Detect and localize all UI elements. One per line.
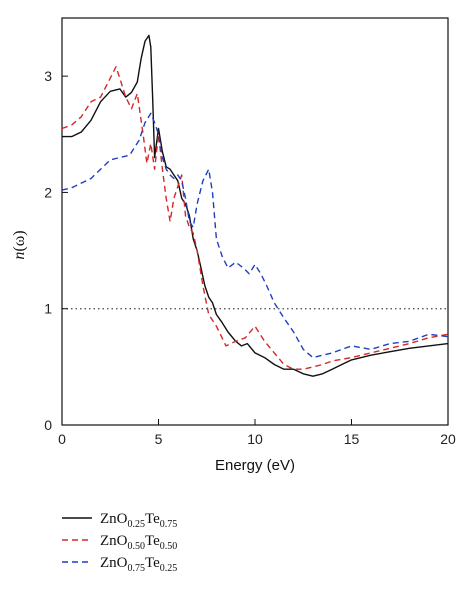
legend-formula-part: ZnO — [100, 511, 128, 527]
legend-subscript: 0.50 — [160, 541, 178, 552]
x-tick-label: 5 — [155, 431, 163, 447]
legend-subscript: 0.25 — [160, 563, 178, 574]
y-tick-label: 2 — [44, 184, 52, 200]
y-axis-label-main: n — [11, 252, 28, 260]
legend-formula-part: Te — [145, 533, 160, 549]
legend-formula-part: ZnO — [100, 555, 128, 571]
legend-subscript: 0.75 — [128, 563, 146, 574]
legend-formula-part: Te — [145, 511, 160, 527]
legend-formula-part: Te — [145, 555, 160, 571]
y-tick-label: 1 — [44, 301, 52, 317]
x-tick-label: 20 — [440, 431, 456, 447]
legend-entry-1: ZnO0.25Te0.75 — [100, 511, 177, 530]
series-line-1 — [62, 34, 449, 377]
legend-subscript: 0.75 — [160, 519, 178, 530]
axis-ticks: 0 5 10 15 20 0 1 2 3 — [44, 68, 456, 447]
plot-frame — [61, 17, 449, 426]
x-axis-label: Energy (eV) — [215, 457, 295, 474]
x-tick-label: 0 — [58, 431, 66, 447]
legend-entry-2: ZnO0.50Te0.50 — [100, 533, 177, 552]
x-tick-label: 15 — [344, 431, 360, 447]
y-tick-label: 3 — [44, 68, 52, 84]
x-tick-label: 10 — [247, 431, 263, 447]
y-tick-label: 0 — [44, 417, 52, 433]
legend-subscript: 0.25 — [128, 519, 146, 530]
legend-entry-3: ZnO0.75Te0.25 — [100, 555, 177, 574]
y-axis-label: n(ω) — [11, 230, 28, 259]
series-line-3 — [61, 112, 449, 359]
series-line-2 — [61, 66, 449, 370]
plot-area — [61, 17, 449, 426]
y-axis-label-arg: (ω) — [11, 230, 28, 251]
legend-subscript: 0.50 — [128, 541, 146, 552]
legend-formula-part: ZnO — [100, 533, 128, 549]
